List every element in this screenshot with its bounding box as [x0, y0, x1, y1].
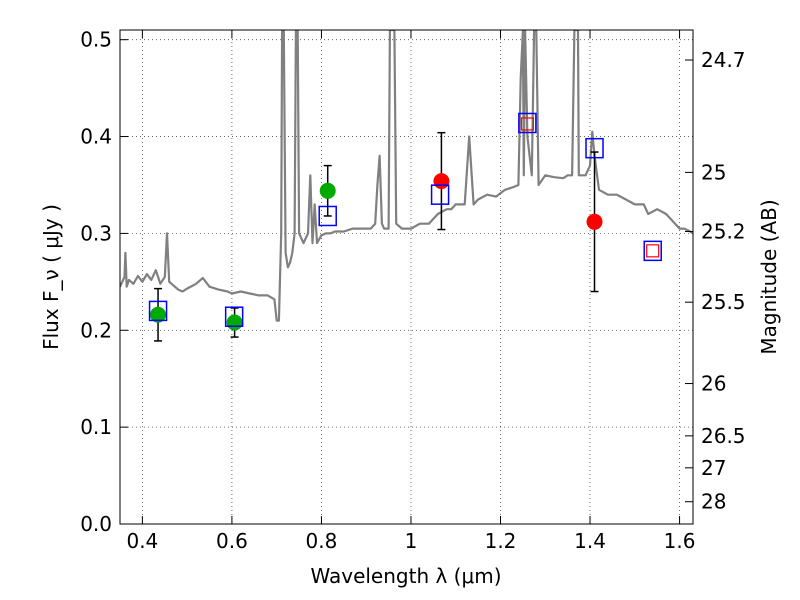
- x-axis-title: Wavelength λ (μm): [310, 564, 501, 588]
- model-photometry-square: [318, 205, 337, 227]
- x-tick-label: 0.4: [126, 529, 158, 553]
- right-tick-label: 28: [701, 490, 726, 514]
- plot-background: [120, 30, 693, 524]
- sed-model-line: [120, 30, 693, 322]
- right-tick-label: 25.5: [701, 290, 746, 314]
- model-photometry-square: [224, 306, 244, 327]
- right-tick-label: 27: [701, 456, 726, 480]
- right-tick-label: 26.5: [701, 424, 746, 448]
- model-photometry-square: [430, 184, 450, 205]
- y-axis-title: Flux F_ν ( μJy ): [39, 204, 63, 350]
- y-tick-label: 0.5: [80, 28, 112, 52]
- observed-point: [433, 173, 450, 190]
- x-tick-label: 1: [405, 529, 418, 553]
- observed-point-small: [646, 244, 660, 258]
- model-photometry-square: [643, 240, 662, 262]
- plot-frame: [119, 29, 694, 525]
- x-tick-label: 1.4: [574, 529, 606, 553]
- observed-point: [226, 314, 243, 331]
- y-tick-label: 0.4: [80, 125, 112, 149]
- x-tick-label: 0.6: [216, 529, 248, 553]
- observed-point: [319, 182, 336, 199]
- right-tick-label: 26: [701, 372, 726, 396]
- right-tick-label: 24.7: [701, 48, 746, 72]
- y-tick-label: 0.3: [80, 221, 112, 245]
- right-tick-label: 25.2: [701, 219, 746, 243]
- data-marks: [120, 30, 693, 342]
- x-tick-label: 0.8: [306, 529, 338, 553]
- observed-point: [586, 213, 603, 230]
- y-tick-label: 0.2: [80, 318, 112, 342]
- x-tick-label: 1.6: [664, 529, 696, 553]
- model-photometry-square: [148, 300, 168, 322]
- model-photometry-square: [518, 112, 537, 134]
- model-photometry-square: [585, 137, 604, 159]
- right-tick-label: 25: [701, 160, 726, 184]
- x-tick-label: 1.2: [485, 529, 517, 553]
- observed-point-small: [520, 117, 534, 131]
- y-tick-label: 0.0: [80, 512, 112, 536]
- right-axis-title: Magnitude (AB): [757, 199, 781, 354]
- y-tick-label: 0.1: [80, 415, 112, 439]
- observed-point: [150, 306, 167, 323]
- axis-ticks: 0.4 0.6 0.8 1 1.2 1.4 1.6 0.0 0.1 0.2 0.3 0.4 0.5 24.…: [80, 28, 745, 553]
